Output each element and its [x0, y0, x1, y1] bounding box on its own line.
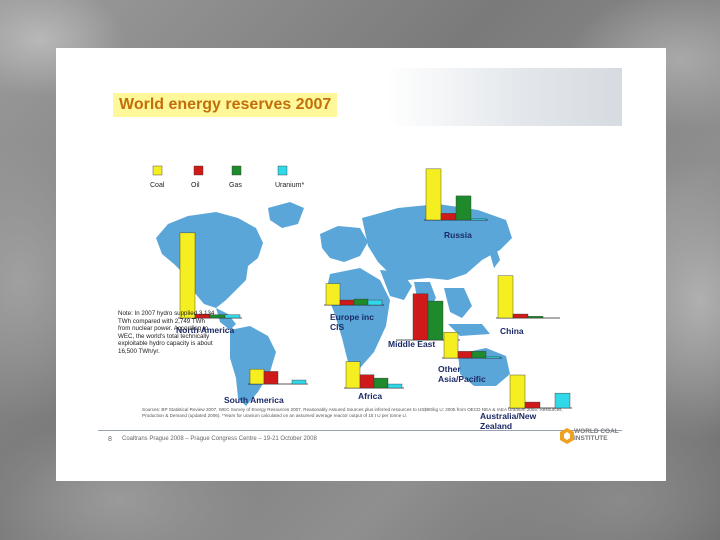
region-labels: North America Russia Europe inc CIS Middle E… [176, 230, 537, 431]
chart-legend: Coal Oil Gas Uranium* [150, 165, 304, 189]
bar-russia-gas [455, 195, 472, 221]
region-label-china: China [500, 326, 524, 336]
bar-russia-oil [440, 213, 457, 221]
bar-europe-inc-cis-oil [339, 299, 355, 306]
region-label-russia: Russia [444, 230, 472, 240]
chart-bars [178, 168, 572, 409]
bar-africa-gas [373, 377, 389, 389]
chart-canvas: Coal Oil Gas Uranium* North America Russia Eu… [150, 165, 572, 431]
bar-other-asia-pacific-coal [443, 332, 459, 359]
page-number: 8 [108, 436, 112, 443]
legend-label-uranium: Uranium* [275, 182, 304, 189]
bar-china-gas [527, 316, 544, 319]
bar-other-asia-pacific-gas [471, 351, 487, 359]
bar-south-america-coal [249, 368, 265, 385]
title-bar: World energy reserves 2007 [98, 68, 622, 126]
hydro-note: Note: In 2007 hydro supplied 3,134 TWh c… [118, 310, 215, 355]
conference-line: Coaltrans Prague 2008 – Prague Congress … [122, 436, 317, 442]
bar-africa-oil [359, 374, 375, 389]
map-russia-asia [362, 204, 512, 280]
bar-middle-east-oil [412, 293, 429, 341]
slide-title: World energy reserves 2007 [113, 93, 338, 117]
bar-north-america-uranium [224, 314, 241, 319]
map-southeast-asia [444, 288, 472, 318]
sources-text: Sources: BP Statistical Review 2007, WEC… [142, 407, 563, 418]
region-label-africa: Africa [358, 391, 382, 401]
slide: World energy reserves 2007 C [56, 48, 666, 481]
bar-other-asia-pacific-uranium [485, 356, 501, 359]
bar-north-america-coal [179, 232, 196, 319]
legend-label-oil: Oil [191, 182, 200, 189]
bar-australia-new-zealand-uranium [554, 392, 571, 409]
wci-logo-text: WORLD COAL INSTITUTE [574, 428, 619, 442]
region-label-middle-east: Middle East [388, 339, 435, 349]
map-africa [326, 268, 390, 368]
region-label-other-asia-pacific: Other Asia/Pacific [438, 364, 486, 384]
legend-swatch-gas [231, 165, 242, 176]
legend-swatch-uranium [277, 165, 288, 176]
bar-australia-new-zealand-coal [509, 374, 526, 409]
map-central-america [216, 308, 236, 330]
map-europe [320, 226, 368, 262]
bar-africa-uranium [387, 383, 403, 389]
region-label-south-america: South America [224, 395, 284, 405]
region-label-australia-new-zealand: Australia/New Zealand [480, 411, 537, 431]
bar-south-america-uranium [291, 379, 307, 385]
map-middle-east [380, 270, 412, 300]
legend-swatch-coal [152, 165, 163, 176]
bar-europe-inc-cis-uranium [367, 299, 383, 306]
bar-china-coal [497, 275, 514, 319]
bar-australia-new-zealand-oil [524, 401, 541, 409]
bar-other-asia-pacific-oil [457, 351, 473, 359]
map-japan [490, 248, 500, 268]
slide-content: World energy reserves 2007 C [98, 68, 622, 460]
bar-south-america-oil [263, 371, 279, 385]
legend-label-coal: Coal [150, 182, 165, 189]
map-greenland [268, 202, 304, 228]
region-label-europe-inc-cis: Europe inc CIS [330, 312, 374, 332]
map-north-america [156, 212, 263, 308]
bar-china-oil [512, 313, 529, 319]
bar-middle-east-gas [427, 300, 444, 341]
legend-swatch-oil [193, 165, 204, 176]
slide-footer [98, 430, 622, 459]
legend-label-gas: Gas [229, 182, 242, 189]
map-south-america [230, 326, 276, 406]
bar-europe-inc-cis-coal [325, 283, 341, 306]
bar-africa-coal [345, 361, 361, 389]
bar-russia-coal [425, 168, 442, 221]
region-label-north-america: North America [176, 325, 235, 335]
bar-russia-uranium [470, 218, 487, 221]
bar-europe-inc-cis-gas [353, 298, 369, 306]
wci-logo-icon [560, 428, 574, 444]
map-indonesia [448, 324, 490, 336]
